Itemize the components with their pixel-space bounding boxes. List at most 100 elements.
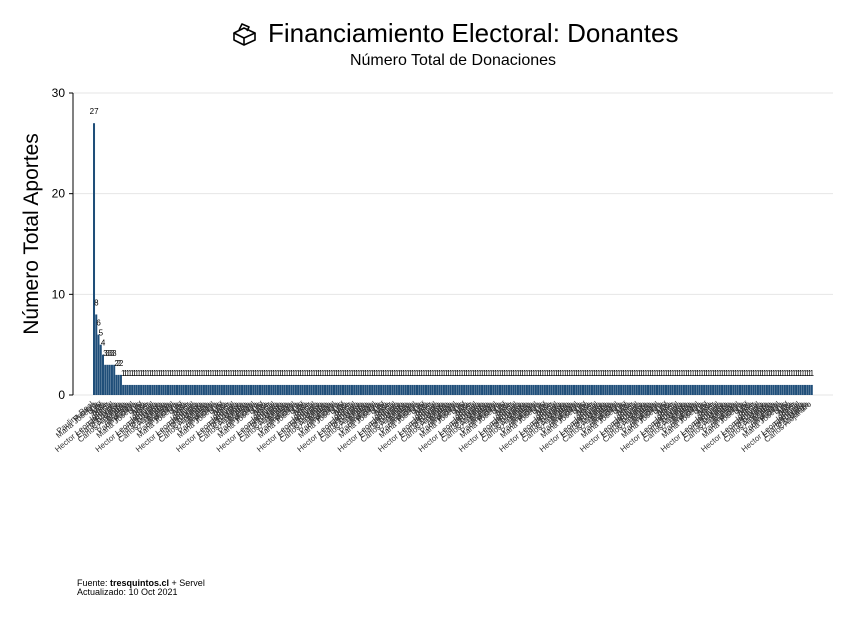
chart-title: Financiamiento Electoral: Donantes	[233, 18, 678, 48]
data-label: 1	[343, 369, 348, 378]
bar	[126, 384, 129, 395]
bar	[93, 123, 96, 395]
bar	[626, 384, 629, 395]
data-label: 1	[787, 369, 792, 378]
bar	[734, 384, 737, 395]
data-label: 1	[209, 369, 214, 378]
data-label: 1	[460, 369, 465, 378]
data-label: 1	[354, 369, 359, 378]
data-label: 1	[756, 369, 761, 378]
data-label: 1	[361, 369, 366, 378]
data-label: 1	[307, 369, 312, 378]
bar	[682, 384, 685, 395]
bar	[521, 384, 524, 395]
bar	[308, 384, 311, 395]
bar	[469, 384, 472, 395]
bar	[566, 384, 569, 395]
data-label: 1	[285, 369, 290, 378]
data-label: 1	[630, 369, 635, 378]
bar	[380, 384, 383, 395]
bar	[597, 384, 600, 395]
bar	[99, 344, 102, 395]
data-label: 1	[644, 369, 649, 378]
data-label: 1	[195, 369, 200, 378]
data-label: 1	[296, 369, 301, 378]
data-label: 1	[502, 369, 507, 378]
data-label: 1	[713, 369, 718, 378]
data-label: 1	[563, 369, 568, 378]
data-label: 1	[135, 369, 140, 378]
data-label: 3	[112, 349, 117, 358]
bar	[514, 384, 517, 395]
bar	[442, 384, 445, 395]
bar	[189, 384, 192, 395]
bar	[191, 384, 194, 395]
data-label: 1	[749, 369, 754, 378]
bar	[135, 384, 138, 395]
data-label: 1	[565, 369, 570, 378]
bar	[584, 384, 587, 395]
bar	[346, 384, 349, 395]
data-label: 1	[375, 369, 380, 378]
bar	[671, 384, 674, 395]
bar	[808, 384, 811, 395]
data-label: 1	[549, 369, 554, 378]
bar	[712, 384, 715, 395]
data-label: 1	[507, 369, 512, 378]
data-label: 1	[372, 369, 377, 378]
data-label: 1	[740, 369, 745, 378]
bar	[599, 384, 602, 395]
data-label: 1	[249, 369, 254, 378]
data-label: 1	[572, 369, 577, 378]
bar	[167, 384, 170, 395]
bar	[792, 384, 795, 395]
data-label: 1	[352, 369, 357, 378]
bar	[532, 384, 535, 395]
data-label: 1	[440, 369, 445, 378]
bar	[487, 384, 490, 395]
bar	[202, 384, 205, 395]
data-label: 1	[161, 369, 166, 378]
data-label: 1	[798, 369, 803, 378]
data-label: 1	[283, 369, 288, 378]
bar	[754, 384, 757, 395]
bar	[633, 384, 636, 395]
data-label: 1	[413, 369, 418, 378]
data-label: 1	[480, 369, 485, 378]
bar	[629, 384, 632, 395]
bar	[490, 384, 493, 395]
bar	[485, 384, 488, 395]
data-label: 1	[267, 369, 272, 378]
data-label: 1	[350, 369, 355, 378]
data-label: 1	[428, 369, 433, 378]
data-label: 1	[253, 369, 258, 378]
data-label: 1	[251, 369, 256, 378]
bar	[281, 384, 284, 395]
data-label: 1	[561, 369, 566, 378]
data-label: 1	[745, 369, 750, 378]
bar	[137, 384, 140, 395]
bar	[115, 374, 118, 395]
data-label: 1	[666, 369, 671, 378]
bar	[371, 384, 374, 395]
bar	[258, 384, 261, 395]
bar	[146, 384, 149, 395]
bar	[741, 384, 744, 395]
bar	[568, 384, 571, 395]
bar	[790, 384, 793, 395]
data-label: 1	[695, 369, 700, 378]
bar	[124, 384, 127, 395]
data-label: 1	[406, 369, 411, 378]
data-label: 1	[702, 369, 707, 378]
data-label: 1	[487, 369, 492, 378]
data-label: 1	[780, 369, 785, 378]
bar	[703, 384, 706, 395]
data-label: 1	[233, 369, 238, 378]
bar	[438, 384, 441, 395]
data-label: 1	[226, 369, 231, 378]
y-tick-label: 0	[58, 388, 65, 402]
data-label: 1	[206, 369, 211, 378]
data-label: 1	[424, 369, 429, 378]
data-label: 1	[579, 369, 584, 378]
data-label: 1	[758, 369, 763, 378]
